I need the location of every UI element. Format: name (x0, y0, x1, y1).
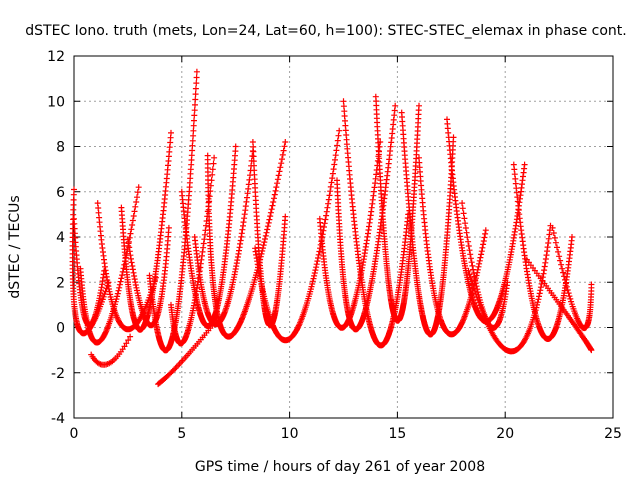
y-tick-label: 12 (47, 49, 65, 65)
y-tick-label: 6 (56, 185, 65, 201)
y-tick-label: -2 (51, 366, 65, 382)
x-tick-label: 10 (281, 426, 299, 442)
data-point-markers (316, 139, 384, 331)
y-tick-label: -4 (51, 411, 65, 427)
data-point-markers (191, 148, 256, 328)
data-point-markers (155, 317, 220, 388)
satellite-arc (444, 116, 528, 325)
x-tick-label: 0 (70, 426, 79, 442)
satellite-arc (252, 127, 343, 344)
satellite-arc (523, 256, 595, 354)
data-point-markers (523, 256, 595, 354)
satellite-arc (549, 224, 595, 332)
satellite-arc (316, 139, 384, 331)
data-point-markers (124, 224, 172, 329)
data-point-markers (372, 93, 422, 324)
data-point-markers (252, 127, 343, 344)
satellite-arc (465, 222, 554, 355)
satellite-arc (69, 186, 112, 337)
y-tick-label: 10 (47, 94, 65, 110)
grid (74, 56, 613, 418)
satellite-arc (191, 148, 256, 328)
satellite-arc (372, 93, 422, 324)
data-point-markers (465, 222, 554, 355)
y-axis-label: dSTEC / TECUs (7, 195, 23, 298)
satellite-arc (77, 184, 142, 346)
satellite-arc (334, 102, 399, 333)
data-point-markers (77, 184, 142, 346)
y-tick-label: 8 (56, 140, 65, 156)
satellite-arc (94, 200, 159, 333)
data-point-markers (549, 224, 595, 332)
x-axis-label: GPS time / hours of day 261 of year 2008 (195, 459, 485, 475)
data-point-markers (416, 154, 489, 338)
y-tick-label: 2 (56, 275, 65, 291)
data-point-markers (444, 116, 528, 325)
x-tick-label: 25 (604, 426, 622, 442)
y-tick-label: 0 (56, 321, 65, 337)
satellite-arc (204, 139, 289, 340)
axis-ticks: 0 5 10 15 20 25 -4 -2 0 2 4 6 8 10 12 (47, 49, 622, 442)
data-point-markers (204, 139, 289, 340)
chart-title: dSTEC Iono. truth (mets, Lon=24, Lat=60,… (25, 23, 626, 39)
data-point-markers (94, 200, 159, 333)
satellite-arc (88, 333, 134, 368)
y-tick-label: 4 (56, 230, 65, 246)
x-tick-label: 20 (496, 426, 514, 442)
satellite-arc (155, 317, 220, 388)
data-point-markers (334, 102, 399, 333)
data-point-markers (88, 333, 134, 368)
satellite-arc (416, 154, 489, 338)
x-tick-label: 15 (388, 426, 406, 442)
satellite-arc (124, 224, 172, 329)
data-series (69, 68, 595, 388)
data-point-markers (69, 186, 112, 337)
x-tick-label: 5 (177, 426, 186, 442)
